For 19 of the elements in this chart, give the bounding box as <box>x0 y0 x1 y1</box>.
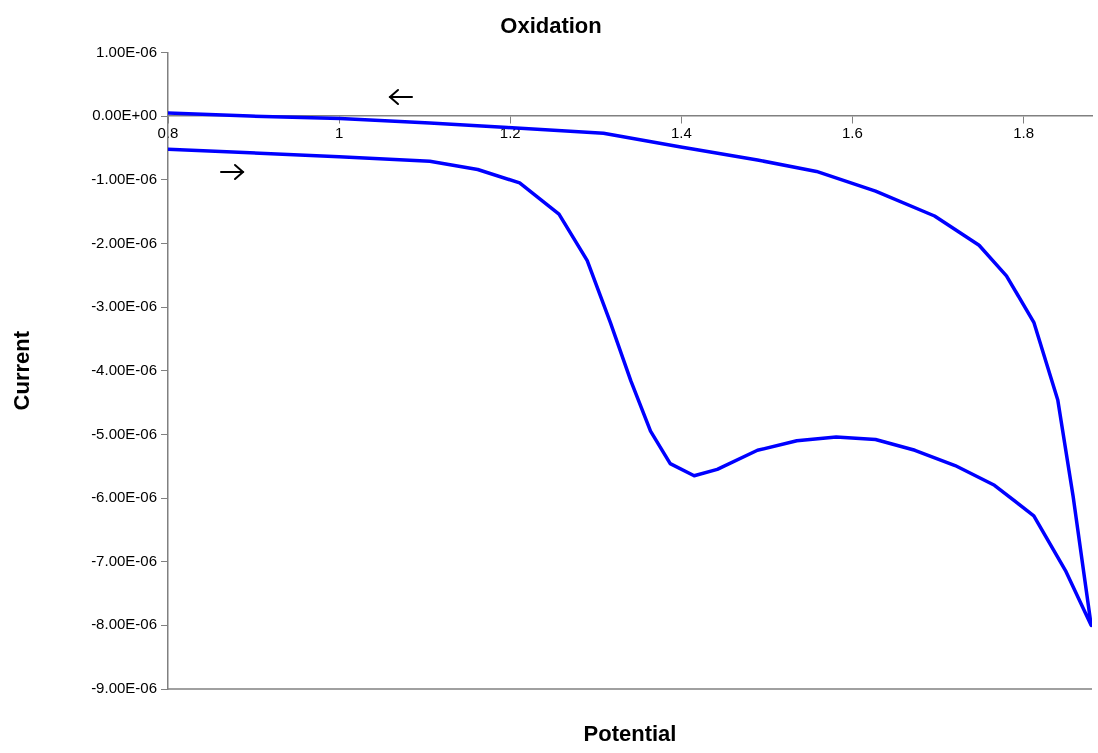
y-tick-label: -8.00E-06 <box>91 615 157 633</box>
y-tick-label: -1.00E-06 <box>91 169 157 187</box>
x-tick-label: 0.8 <box>157 124 179 142</box>
x-tick-label: 1.6 <box>842 124 863 142</box>
y-axis-title: Current <box>9 330 35 411</box>
x-axis-title: Potential <box>583 721 677 747</box>
y-tick-label: 0.00E+00 <box>92 106 157 124</box>
y-tick-label: -4.00E-06 <box>91 360 157 378</box>
y-tick-label: -7.00E-06 <box>91 551 157 569</box>
y-tick-label: -9.00E-06 <box>91 679 157 697</box>
y-tick-label: -6.00E-06 <box>91 488 157 506</box>
x-tick-label: 1 <box>334 124 344 142</box>
x-tick-label: 1.8 <box>1013 124 1034 142</box>
y-tick-label: 1.00E-06 <box>96 42 157 60</box>
y-tick-label: -5.00E-06 <box>91 424 157 442</box>
x-tick-label: 1.4 <box>670 124 692 142</box>
y-tick-label: -2.00E-06 <box>91 233 157 251</box>
y-tick-label: -3.00E-06 <box>91 297 157 315</box>
chart-title: Oxidation <box>500 13 602 39</box>
